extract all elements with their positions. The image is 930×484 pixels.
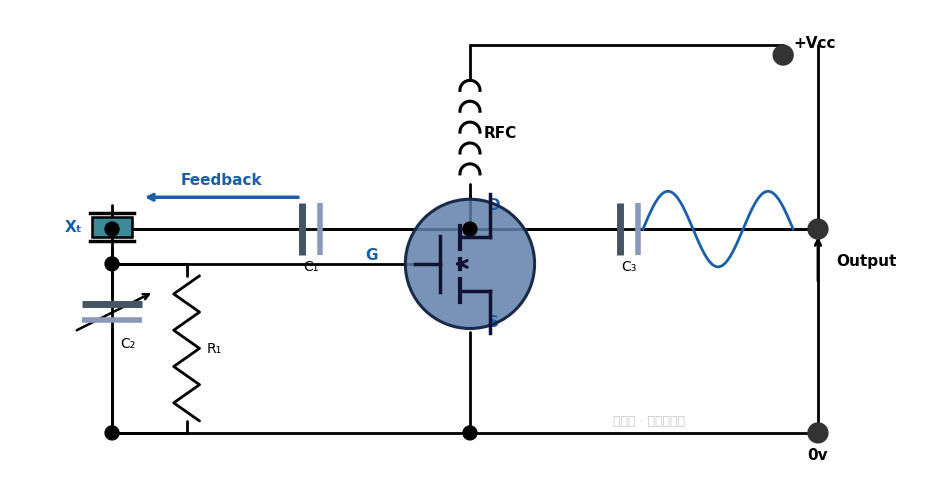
Text: Xₜ: Xₜ [64,220,82,235]
Circle shape [808,220,828,240]
Circle shape [463,223,477,237]
Text: C₃: C₃ [621,259,637,273]
Circle shape [105,426,119,440]
Text: S: S [488,314,498,329]
Text: 公众号 · 硬件攻城狮: 公众号 · 硬件攻城狮 [613,415,684,427]
Text: C₁: C₁ [303,259,319,273]
Text: Output: Output [836,254,897,269]
Circle shape [808,423,828,443]
Text: 0v: 0v [807,447,829,462]
Text: +Vcc: +Vcc [793,36,836,51]
Circle shape [105,223,119,237]
Circle shape [405,200,535,329]
Circle shape [773,46,793,66]
Text: RFC: RFC [484,125,517,140]
Text: R₁: R₁ [206,342,221,356]
Text: C₂: C₂ [120,337,135,351]
Circle shape [105,257,119,271]
Text: D: D [488,198,500,213]
Bar [92,217,132,237]
Circle shape [463,426,477,440]
Bar [92,217,132,237]
Text: Feedback: Feedback [180,173,262,188]
Text: G: G [365,247,379,262]
